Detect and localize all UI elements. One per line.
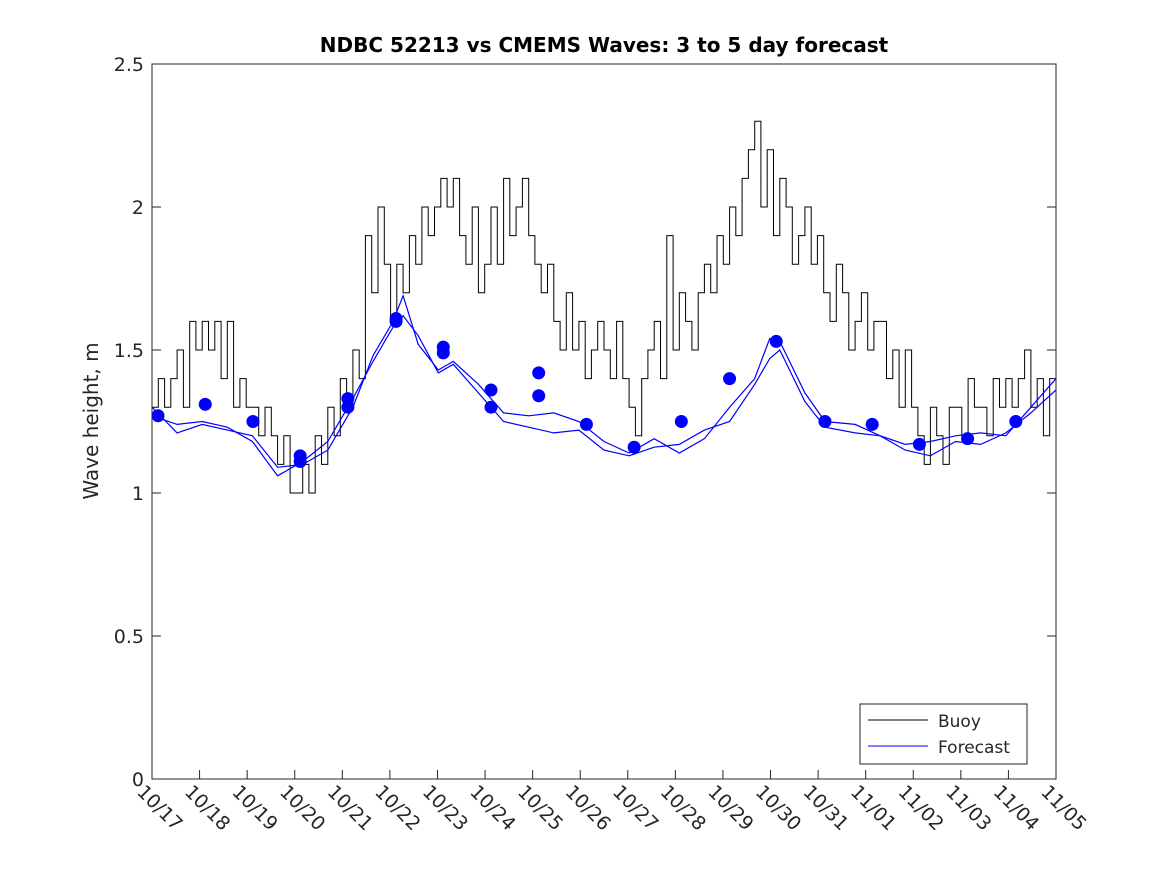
- forecast-marker: [389, 314, 403, 328]
- forecast-marker: [293, 455, 307, 469]
- x-tick-label: 10/26: [561, 781, 615, 835]
- forecast-marker: [769, 334, 783, 348]
- forecast-marker: [532, 389, 546, 403]
- forecast-marker: [484, 383, 498, 397]
- legend-buoy-label: Buoy: [938, 712, 981, 732]
- x-tick-label: 10/21: [323, 781, 377, 835]
- y-tick-label: 1.5: [114, 340, 144, 362]
- forecast-marker: [674, 415, 688, 428]
- plot-area: [152, 120, 1056, 494]
- y-tick-label: 0: [132, 769, 144, 791]
- y-tick-label: 2: [132, 197, 144, 219]
- forecast-marker: [912, 437, 926, 451]
- x-tick-label: 11/02: [894, 781, 948, 835]
- x-tick-label: 11/03: [941, 781, 995, 835]
- forecast-marker: [532, 366, 546, 380]
- forecast-marker: [1009, 415, 1023, 428]
- forecast-marker: [484, 400, 498, 414]
- forecast-marker: [246, 415, 260, 428]
- x-tick-label: 10/22: [370, 781, 424, 835]
- y-tick-label: 0.5: [114, 626, 144, 648]
- axes-box: [151, 63, 1057, 780]
- buoy-line: [152, 120, 1056, 494]
- forecast-marker: [627, 440, 641, 454]
- x-tick-label: 10/23: [418, 781, 472, 835]
- forecast-marker: [579, 417, 593, 431]
- forecast-marker: [198, 397, 212, 411]
- x-tick-label: 10/20: [275, 781, 329, 835]
- x-tick-label: 10/25: [513, 781, 567, 835]
- legend: Buoy Forecast: [859, 703, 1028, 765]
- x-tick-label: 10/29: [703, 781, 757, 835]
- x-tick-label: 11/04: [989, 781, 1043, 835]
- y-tick-label: 2.5: [114, 54, 144, 76]
- forecast-marker: [436, 346, 450, 360]
- x-tick-label: 10/28: [656, 781, 710, 835]
- y-tick-label: 1: [132, 483, 144, 505]
- forecast-marker: [865, 417, 879, 431]
- forecast-marker: [341, 400, 355, 414]
- x-tick-label: 10/18: [180, 781, 234, 835]
- legend-forecast-label: Forecast: [938, 738, 1010, 758]
- forecast-line-2: [152, 314, 1056, 477]
- forecast-marker: [961, 432, 975, 446]
- x-tick-label: 11/05: [1036, 781, 1090, 835]
- x-tick-label: 10/31: [799, 781, 853, 835]
- y-axis-label: Wave height, m: [79, 342, 103, 499]
- x-tick-label: 10/24: [466, 781, 520, 835]
- x-tick-label: 11/01: [846, 781, 900, 835]
- forecast-marker: [152, 409, 165, 423]
- x-tick-label: 10/19: [228, 781, 282, 835]
- x-tick-label: 10/27: [608, 781, 662, 835]
- chart-title: NDBC 52213 vs CMEMS Waves: 3 to 5 day fo…: [320, 33, 889, 57]
- forecast-marker: [723, 372, 737, 386]
- forecast-marker: [818, 415, 832, 428]
- x-tick-label: 10/30: [751, 781, 805, 835]
- x-tick-label: 10/17: [132, 781, 186, 835]
